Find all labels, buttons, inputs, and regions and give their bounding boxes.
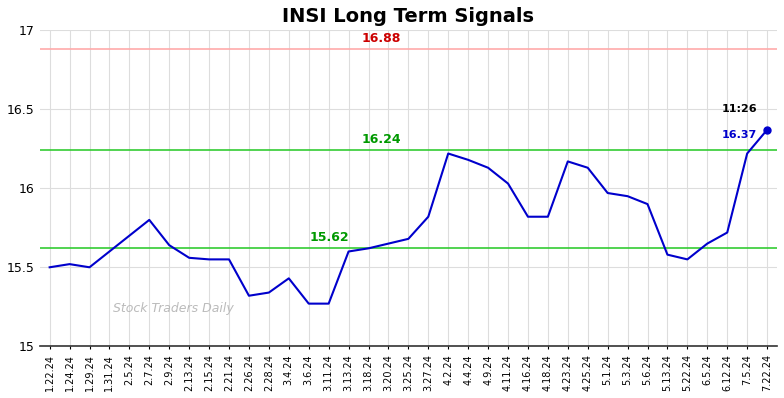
Text: 16.37: 16.37 xyxy=(722,130,757,140)
Title: INSI Long Term Signals: INSI Long Term Signals xyxy=(282,7,535,26)
Text: 16.88: 16.88 xyxy=(361,32,401,45)
Text: 15.62: 15.62 xyxy=(310,231,350,244)
Text: Stock Traders Daily: Stock Traders Daily xyxy=(114,302,234,315)
Text: 11:26: 11:26 xyxy=(721,104,757,114)
Text: 16.24: 16.24 xyxy=(361,133,401,146)
